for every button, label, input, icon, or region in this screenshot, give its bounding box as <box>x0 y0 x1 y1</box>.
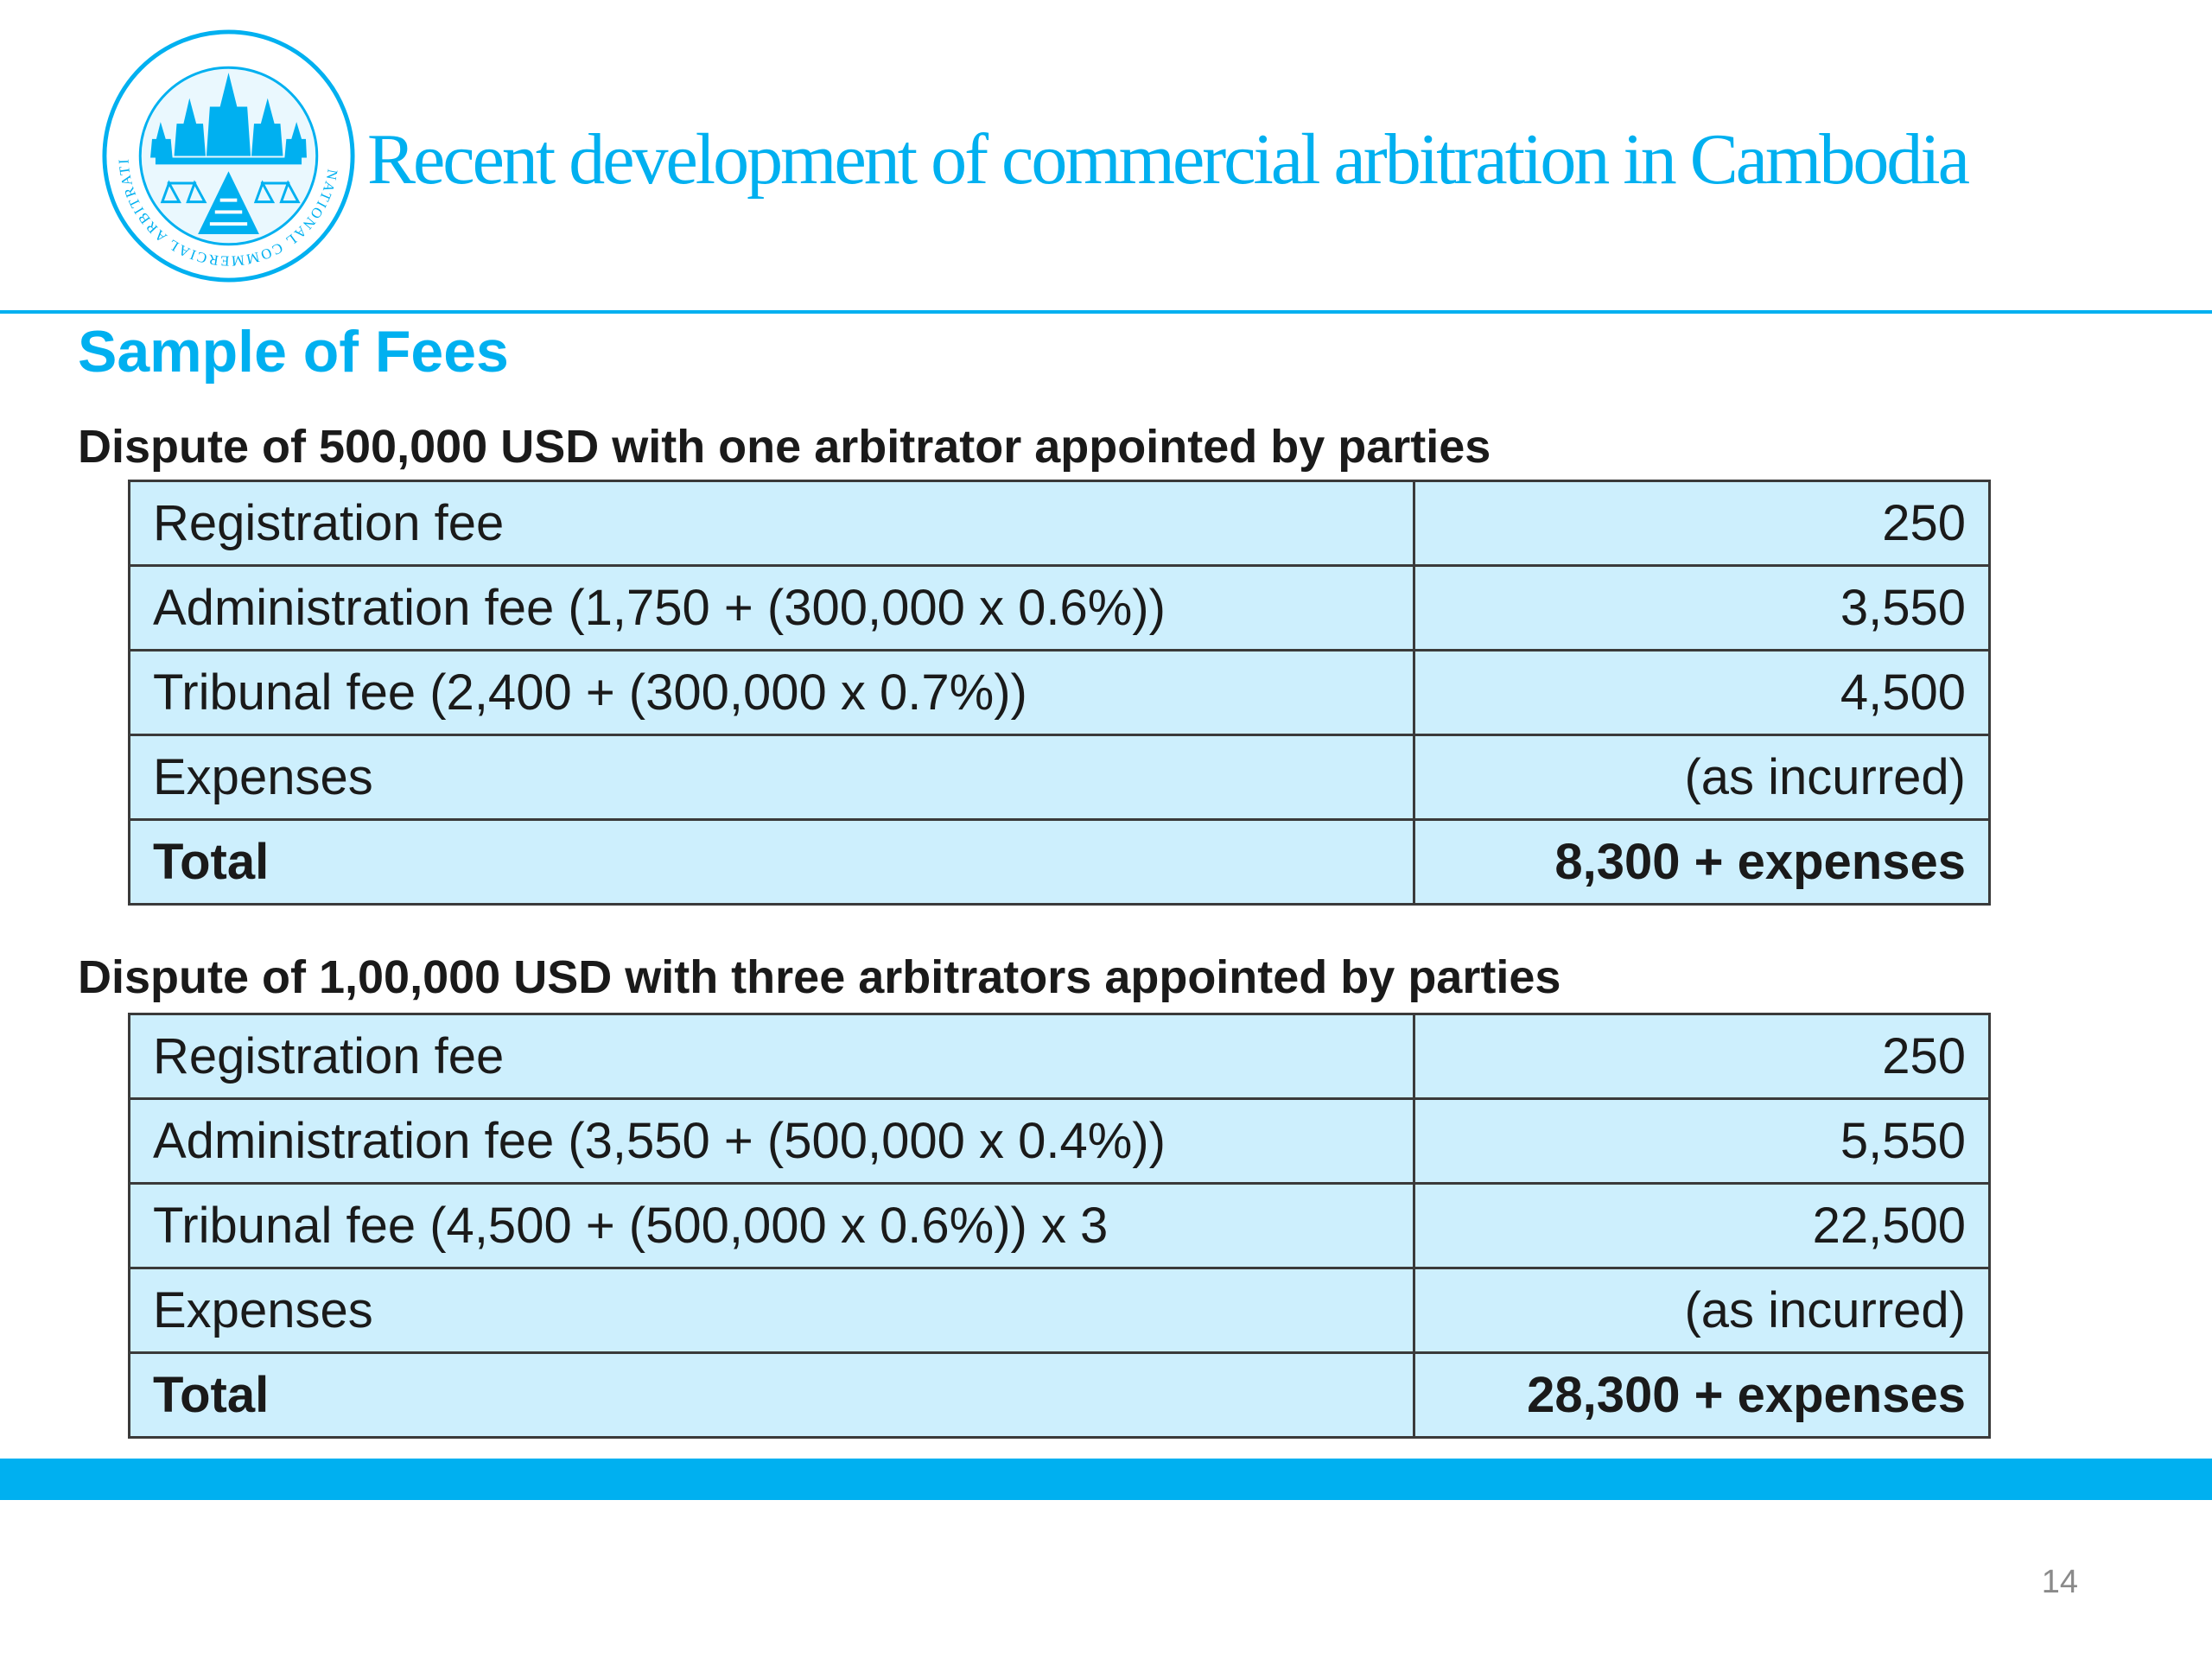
fee-label: Expenses <box>128 1267 1415 1354</box>
fee-value: 22,500 <box>1413 1182 1991 1269</box>
fee-value: 250 <box>1413 1013 1991 1100</box>
fee-label: Administration fee (1,750 + (300,000 x 0… <box>128 564 1415 652</box>
total-value: 8,300 + expenses <box>1413 818 1991 906</box>
footer-accent-bar <box>0 1459 2212 1500</box>
total-value: 28,300 + expenses <box>1413 1351 1991 1439</box>
fee-value: 3,550 <box>1413 564 1991 652</box>
table-row: Expenses (as incurred) <box>128 1267 1991 1354</box>
fee-label: Tribunal fee (4,500 + (500,000 x 0.6%)) … <box>128 1182 1415 1269</box>
fee-value: 4,500 <box>1413 649 1991 736</box>
fee-value: 5,550 <box>1413 1097 1991 1185</box>
total-label: Total <box>128 1351 1415 1439</box>
table-row: Tribunal fee (4,500 + (500,000 x 0.6%)) … <box>128 1182 1991 1269</box>
section-heading: Sample of Fees <box>78 319 509 385</box>
fee-label: Registration fee <box>128 480 1415 567</box>
dispute-heading-1: Dispute of 500,000 USD with one arbitrat… <box>78 421 1491 473</box>
total-label: Total <box>128 818 1415 906</box>
fee-table-2: Registration fee 250 Administration fee … <box>128 1013 1991 1439</box>
table-row: Registration fee 250 <box>128 480 1991 567</box>
title-divider <box>0 310 2212 314</box>
dispute-heading-2: Dispute of 1,00,000 USD with three arbit… <box>78 951 1561 1003</box>
fee-label: Expenses <box>128 734 1415 821</box>
table-row: Tribunal fee (2,400 + (300,000 x 0.7%)) … <box>128 649 1991 736</box>
page-number: 14 <box>2041 1564 2078 1600</box>
fee-table-1: Registration fee 250 Administration fee … <box>128 480 1991 906</box>
fee-value: (as incurred) <box>1413 734 1991 821</box>
table-row: Administration fee (3,550 + (500,000 x 0… <box>128 1097 1991 1185</box>
total-row: Total 8,300 + expenses <box>128 818 1991 906</box>
fee-value: 250 <box>1413 480 1991 567</box>
fee-label: Tribunal fee (2,400 + (300,000 x 0.7%)) <box>128 649 1415 736</box>
slide-title: Recent development of commercial arbitra… <box>367 119 1970 200</box>
total-row: Total 28,300 + expenses <box>128 1351 1991 1439</box>
fee-value: (as incurred) <box>1413 1267 1991 1354</box>
fee-label: Registration fee <box>128 1013 1415 1100</box>
fee-label: Administration fee (3,550 + (500,000 x 0… <box>128 1097 1415 1185</box>
arbitration-center-logo-icon: NATIONAL COMMERCIAL ARBITRATION CENTER <box>101 29 355 283</box>
table-row: Expenses (as incurred) <box>128 734 1991 821</box>
table-row: Registration fee 250 <box>128 1013 1991 1100</box>
table-row: Administration fee (1,750 + (300,000 x 0… <box>128 564 1991 652</box>
